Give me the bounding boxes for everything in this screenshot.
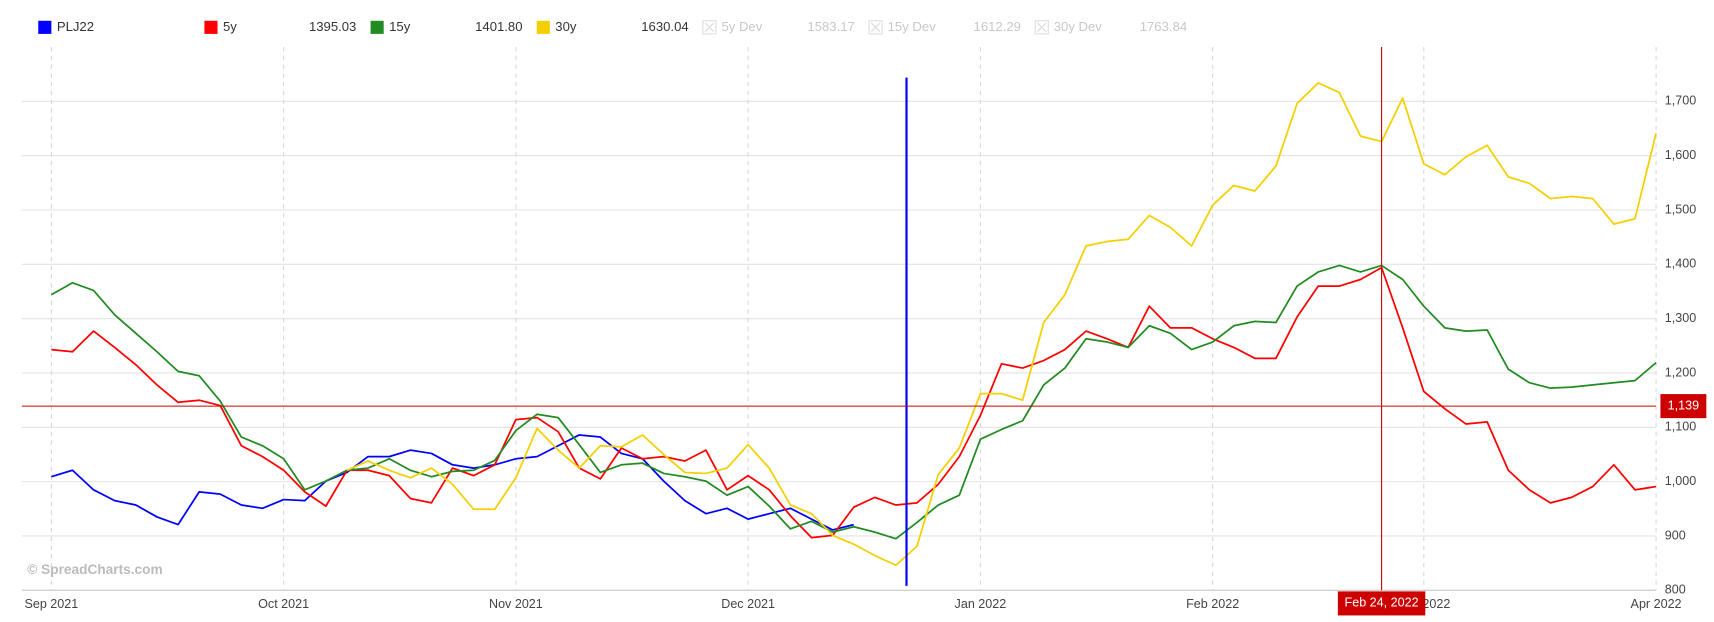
watermark: © SpreadCharts.com [27, 562, 162, 577]
x-tick-label: Feb 2022 [1186, 597, 1239, 611]
legend-label: PLJ22 [57, 19, 94, 34]
legend-label: 15y [389, 19, 411, 34]
legend-checkbox-x [870, 22, 881, 33]
y-tick-label: 900 [1665, 528, 1686, 542]
y-tick-label: 1,400 [1665, 257, 1696, 271]
series-line [51, 266, 1657, 539]
x-tick-label: Jan 2022 [955, 597, 1007, 611]
overlay: 1,139 Feb 24, 2022 [21, 47, 1707, 616]
y-tick-label: 1,300 [1665, 311, 1696, 325]
y-tick-label: 1,000 [1665, 474, 1696, 488]
lines [50, 81, 1657, 567]
legend-swatch [536, 20, 550, 34]
crosshair-y-label: 1,139 [1668, 398, 1699, 412]
crosshair-x-box [1337, 591, 1426, 616]
legend-item-disabled[interactable]: 5y Dev 1583.17 [702, 19, 855, 35]
series-line [346, 81, 1657, 567]
crosshair-x-label: Feb 24, 2022 [1345, 596, 1419, 610]
legend-checkbox-x [704, 22, 715, 33]
crosshair-y-box [1660, 394, 1707, 419]
x-tick-label: Sep 2021 [24, 597, 78, 611]
legend-label: 30y [555, 19, 577, 34]
legend-value: 1401.80 [475, 19, 522, 34]
series-line [50, 264, 1657, 540]
legend-value: 1583.17 [807, 19, 854, 34]
series-line [51, 434, 854, 531]
y-tick-label: 1,200 [1665, 365, 1696, 379]
legend-item[interactable]: 30y 1630.04 [536, 19, 689, 34]
legend-item-disabled[interactable]: 15y Dev 1612.29 [868, 19, 1021, 35]
y-tick-label: 1,600 [1665, 148, 1696, 162]
legend: PLJ22 5y 1395.03 15y 1401.80 30y 1630.04 5y Dev… [38, 19, 1187, 35]
x-tick-label: Oct 2021 [258, 597, 309, 611]
legend-item[interactable]: 5y 1395.03 [204, 19, 356, 34]
legend-value: 1630.04 [641, 19, 688, 34]
x-tick-label: Apr 2022 [1631, 597, 1682, 611]
legend-label: 30y Dev [1054, 19, 1103, 34]
legend-swatch [38, 20, 52, 34]
legend-label: 5y [223, 19, 237, 34]
y-tick-label: 1,700 [1665, 94, 1696, 108]
x-tick-label: Dec 2021 [721, 597, 775, 611]
legend-checkbox-x [1036, 22, 1047, 33]
legend-value: 1395.03 [309, 19, 356, 34]
y-tick-label: 1,100 [1665, 420, 1696, 434]
legend-value: 1612.29 [974, 19, 1021, 34]
legend-value: 1763.84 [1140, 19, 1187, 34]
legend-swatch [370, 20, 384, 34]
y-tick-label: 1,500 [1665, 202, 1696, 216]
legend-label: 15y Dev [888, 19, 937, 34]
legend-label: 5y Dev [721, 19, 762, 34]
grid: 800 900 1,000 1,100 1,200 1,300 1,400 1,500 1,60… [21, 47, 1696, 611]
legend-item[interactable]: 15y 1401.80 [370, 19, 523, 34]
x-tick-label: Nov 2021 [489, 597, 543, 611]
legend-swatch [204, 20, 218, 34]
y-tick-label: 800 [1665, 583, 1686, 597]
legend-item-disabled[interactable]: 30y Dev 1763.84 [1034, 19, 1187, 35]
legend-item[interactable]: PLJ22 [38, 19, 94, 34]
